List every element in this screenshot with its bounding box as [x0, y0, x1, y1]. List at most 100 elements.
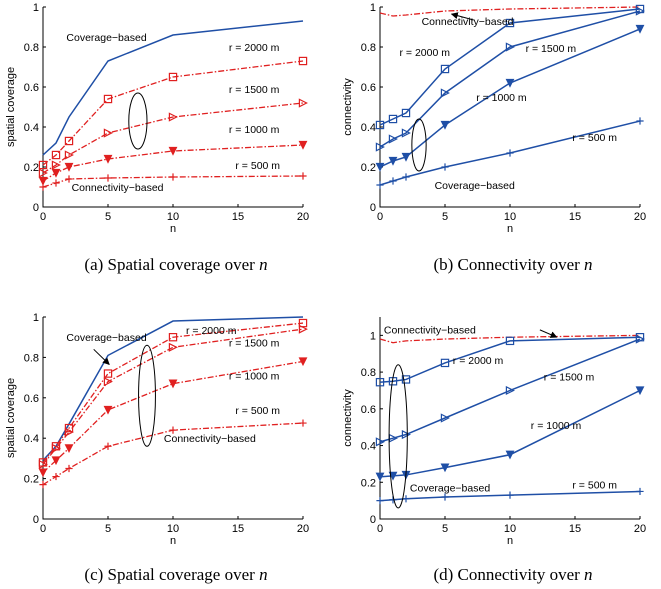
- series-line: [42, 60, 304, 166]
- square-marker: [375, 377, 385, 387]
- annotation-label: Connectivity−based: [164, 433, 256, 445]
- x-tick-label: 5: [105, 523, 111, 535]
- triangle-right-marker: [103, 128, 113, 138]
- y-tick-label: 0.8: [361, 42, 376, 54]
- triangle-right-marker: [103, 377, 113, 387]
- x-tick-label: 20: [634, 523, 646, 535]
- annotation-label: r = 2000 m: [400, 47, 451, 59]
- y-tick-label: 0.6: [24, 393, 39, 405]
- series-2: [38, 324, 308, 470]
- y-tick-label: 0.8: [361, 367, 376, 379]
- y-tick-label: 0: [370, 202, 376, 214]
- triangle-down-marker: [375, 162, 385, 172]
- triangle-right-marker: [505, 385, 515, 396]
- triangle-right-marker: [38, 459, 48, 470]
- triangle-right-marker: [51, 443, 61, 453]
- y-tick-label: 0.4: [24, 122, 39, 134]
- x-tick-label: 20: [297, 211, 309, 223]
- square-marker: [401, 375, 411, 384]
- triangle-down-marker: [103, 405, 113, 415]
- y-tick-label: 1: [33, 312, 39, 324]
- chart-panel-c: 0 5 10 15 20 0 0.2 0.4 0.6 0.8 1 n spatial coverage C…: [5, 312, 309, 584]
- triangle-right-marker: [440, 413, 450, 423]
- caption-text: (a) Spatial coverage over: [84, 255, 259, 274]
- square-marker: [505, 18, 515, 28]
- plus-marker: [402, 495, 410, 503]
- series-4: [39, 172, 307, 191]
- y-tick-label: 0: [370, 514, 376, 526]
- x-tick-label: 5: [442, 523, 448, 535]
- triangle-down-marker: [51, 456, 61, 466]
- series-line: [42, 175, 304, 188]
- annotation-arrow: [450, 12, 474, 21]
- y-tick-label: 0.2: [24, 474, 39, 486]
- square-marker: [401, 108, 411, 118]
- chart-panel-a: 0 5 10 15 20 0 0.2 0.4 0.6 0.8 1 n spatial coverage C…: [5, 2, 309, 274]
- x-tick-label: 5: [442, 211, 448, 223]
- square-marker: [440, 358, 450, 368]
- annotation-arrow: [539, 329, 558, 338]
- plus-marker: [39, 183, 47, 191]
- triangle-down-marker: [51, 168, 61, 178]
- triangle-down-marker: [168, 379, 178, 389]
- caption-variable: n: [259, 565, 268, 584]
- x-axis-label: n: [170, 535, 176, 547]
- series-line: [379, 8, 641, 126]
- annotation-label: Coverage−based: [410, 482, 490, 494]
- series-3: [375, 386, 645, 482]
- square-marker: [168, 72, 178, 82]
- y-tick-label: 0: [33, 514, 39, 526]
- plus-marker: [441, 163, 449, 171]
- triangle-right-marker: [168, 342, 178, 352]
- annotation-label: r = 1000 m: [531, 420, 582, 432]
- panel-caption: (d) Connectivity over n: [433, 565, 592, 584]
- annotation-label: r = 2000 m: [453, 355, 504, 367]
- plus-marker: [402, 173, 410, 181]
- series-1: [375, 333, 645, 387]
- triangle-right-marker: [64, 427, 74, 437]
- triangle-right-marker: [168, 112, 178, 122]
- panel-caption: (c) Spatial coverage over n: [84, 565, 267, 584]
- series-line: [379, 389, 641, 478]
- series-line: [42, 316, 304, 461]
- square-marker: [103, 94, 113, 104]
- y-tick-label: 1: [370, 330, 376, 342]
- series-4: [39, 419, 307, 489]
- y-tick-label: 0.8: [24, 42, 39, 54]
- triangle-right-marker: [401, 429, 411, 440]
- series-1: [38, 56, 308, 170]
- annotation-label: r = 500 m: [235, 405, 280, 417]
- triangle-right-marker: [440, 88, 450, 98]
- plus-marker: [169, 426, 177, 434]
- triangle-down-marker: [64, 162, 74, 172]
- annotation-label: r = 500 m: [572, 480, 617, 492]
- plus-marker: [376, 181, 384, 189]
- axes-frame: [379, 7, 640, 208]
- group-ellipse: [138, 344, 156, 447]
- x-tick-label: 5: [105, 211, 111, 223]
- annotation-label: Connectivity−based: [384, 325, 476, 337]
- annotation-label: r = 1500 m: [526, 43, 577, 55]
- annotation-label: Coverage−based: [435, 180, 515, 192]
- square-marker: [64, 136, 74, 146]
- series-3: [38, 357, 308, 478]
- triangle-down-marker: [375, 472, 385, 482]
- annotation-label: r = 1500 m: [229, 84, 280, 96]
- annotation-label: Coverage−based: [66, 332, 146, 344]
- annotation-label: r = 1500 m: [544, 371, 595, 383]
- x-tick-label: 10: [167, 211, 179, 223]
- caption-variable: n: [584, 255, 593, 274]
- chart-panel-d: 0 5 10 15 20 0 0.2 0.4 0.6 0.8 1 n connectivity Conne…: [342, 317, 646, 584]
- x-tick-label: 15: [232, 211, 244, 223]
- triangle-down-marker: [505, 78, 515, 88]
- annotation-label: r = 1000 m: [229, 371, 280, 383]
- series-line: [42, 144, 304, 182]
- y-tick-label: 0.4: [24, 433, 39, 445]
- y-tick-label: 0.4: [361, 122, 376, 134]
- y-tick-label: 0.2: [361, 162, 376, 174]
- plus-marker: [506, 491, 514, 499]
- triangle-right-marker: [38, 168, 48, 178]
- caption-text: (d) Connectivity over: [433, 565, 584, 584]
- y-axis-label: spatial coverage: [5, 67, 17, 147]
